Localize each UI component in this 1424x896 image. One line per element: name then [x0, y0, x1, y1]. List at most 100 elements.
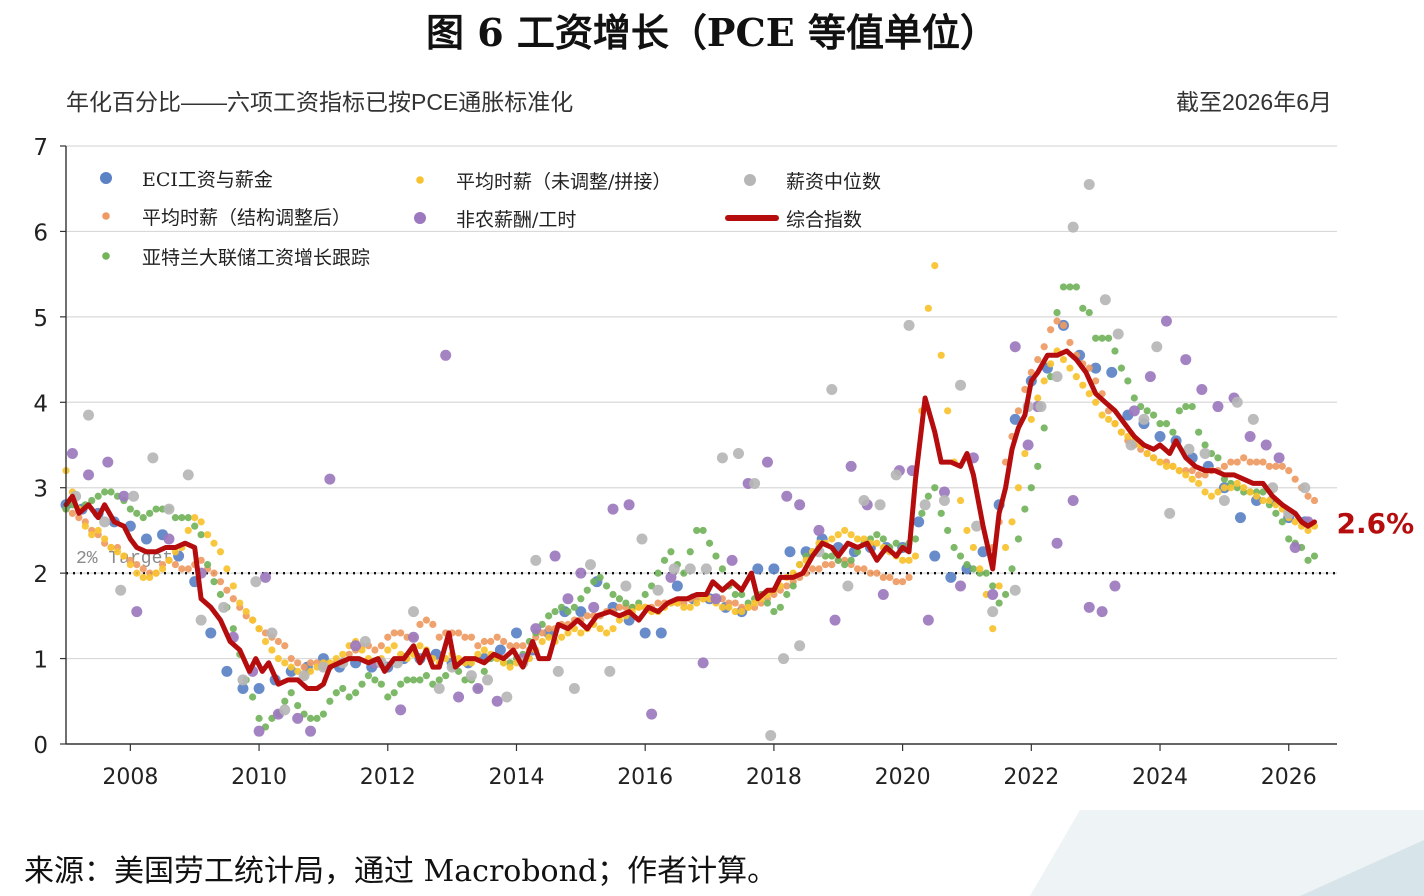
data-point [433, 682, 445, 694]
data-point [796, 561, 804, 569]
data-point [1053, 308, 1061, 317]
data-point [359, 635, 371, 647]
data-point [467, 633, 476, 641]
data-point [68, 509, 77, 517]
data-point [873, 539, 881, 547]
data-point [139, 514, 147, 522]
data-point [1034, 355, 1042, 364]
data-point [744, 603, 752, 611]
data-point [596, 625, 604, 633]
data-point [778, 653, 790, 665]
data-point [1149, 411, 1158, 419]
data-point [596, 573, 604, 582]
data-point [1001, 543, 1010, 552]
y-tick-label: 1 [33, 648, 48, 674]
data-point [1092, 377, 1100, 385]
data-point [938, 495, 950, 507]
data-point [877, 589, 889, 600]
data-point [1259, 458, 1267, 466]
data-point [326, 697, 334, 705]
data-point [671, 580, 683, 592]
data-point [317, 661, 329, 673]
data-point [982, 569, 990, 577]
data-point [1162, 420, 1171, 428]
data-point [924, 492, 932, 500]
data-point [147, 452, 159, 464]
data-point [403, 676, 411, 684]
data-point [971, 520, 983, 532]
data-point [834, 531, 842, 539]
data-point [636, 533, 648, 545]
data-point [113, 548, 122, 556]
data-point [765, 729, 777, 741]
data-point [1111, 347, 1119, 355]
data-point [564, 607, 572, 616]
data-point [545, 633, 553, 641]
data-point [1175, 467, 1183, 475]
data-point [1067, 221, 1079, 233]
data-point [1021, 385, 1029, 394]
data-point [351, 689, 360, 697]
data-point [440, 349, 452, 361]
data-point [83, 409, 95, 421]
data-point [139, 565, 147, 573]
data-point [472, 682, 484, 694]
data-point [1272, 462, 1280, 470]
data-point [510, 627, 522, 639]
data-point [152, 569, 160, 577]
data-point [390, 689, 398, 697]
data-point [1040, 377, 1048, 385]
data-point [242, 607, 250, 616]
data-point [667, 548, 675, 556]
data-point [620, 580, 632, 592]
data-point [684, 563, 696, 575]
data-point [834, 556, 842, 564]
data-point [931, 484, 939, 492]
x-tick-label: 2008 [102, 765, 158, 790]
data-point [1240, 454, 1248, 462]
data-point [298, 670, 310, 682]
data-point [1014, 535, 1023, 543]
data-point [182, 469, 194, 481]
data-point [395, 704, 407, 716]
data-point [140, 533, 152, 545]
data-point [845, 460, 857, 472]
data-point [718, 603, 727, 611]
data-point [615, 616, 624, 624]
data-point [623, 499, 635, 511]
data-point [474, 642, 482, 650]
data-point [918, 509, 926, 517]
data-point [506, 663, 514, 671]
data-point [1169, 462, 1177, 470]
data-point [371, 676, 379, 684]
data-point [654, 599, 662, 607]
data-point [1034, 462, 1042, 470]
data-point [995, 582, 1003, 590]
data-point [255, 625, 263, 633]
data-point [655, 627, 667, 639]
data-point [584, 559, 596, 571]
data-point [133, 569, 141, 577]
data-point [686, 548, 694, 556]
data-point [306, 714, 315, 722]
data-point [545, 625, 553, 633]
data-point [158, 565, 167, 573]
data-point [641, 590, 649, 599]
legend-label: 非农薪酬/工时 [456, 209, 576, 231]
data-point [210, 569, 218, 577]
data-point [442, 672, 450, 680]
data-point [377, 642, 385, 650]
data-point [75, 514, 83, 522]
data-point [501, 691, 513, 703]
legend-label: 平均时薪（未调整/拼接） [456, 171, 671, 193]
data-point [1104, 415, 1113, 423]
data-point [987, 606, 999, 618]
data-point [712, 552, 720, 560]
data-point [178, 514, 186, 522]
data-point [654, 569, 662, 577]
data-point [216, 590, 225, 599]
data-point [494, 644, 506, 656]
data-point [911, 535, 920, 543]
data-point [731, 607, 739, 616]
